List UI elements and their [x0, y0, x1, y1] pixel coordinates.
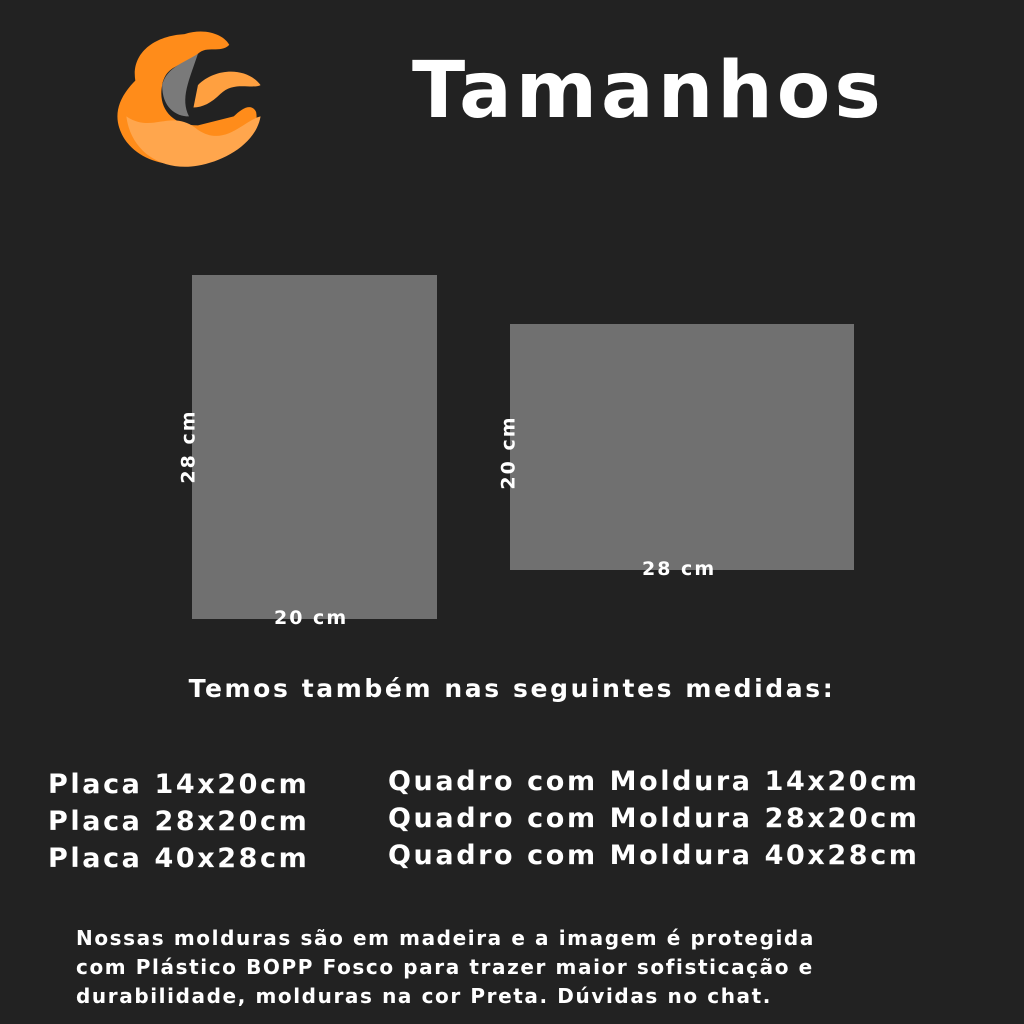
frame-landscape	[510, 324, 854, 570]
page-title: Tamanhos	[412, 46, 885, 136]
quadro-list: Quadro com Moldura 14x20cm Quadro com Mo…	[388, 763, 920, 874]
list-item: Quadro com Moldura 40x28cm	[388, 840, 920, 871]
logo-icon	[96, 18, 282, 188]
list-item: Quadro com Moldura 28x20cm	[388, 803, 920, 834]
note-line: com Plástico BOPP Fosco para trazer maio…	[76, 955, 814, 979]
placa-list: Placa 14x20cm Placa 28x20cm Placa 40x28c…	[48, 766, 309, 877]
note-line: durabilidade, molduras na cor Preta. Dúv…	[76, 984, 772, 1008]
note-line: Nossas molduras são em madeira e a image…	[76, 926, 815, 950]
list-item: Quadro com Moldura 14x20cm	[388, 766, 920, 797]
list-item: Placa 40x28cm	[48, 843, 310, 874]
landscape-width-label: 28 cm	[642, 558, 717, 580]
subtitle: Temos também nas seguintes medidas:	[188, 674, 836, 703]
list-item: Placa 14x20cm	[48, 769, 310, 800]
portrait-width-label: 20 cm	[274, 607, 349, 629]
frame-portrait	[192, 275, 437, 619]
landscape-height-label: 20 cm	[497, 415, 520, 490]
description-note: Nossas molduras são em madeira e a image…	[76, 924, 976, 1011]
portrait-height-label: 28 cm	[177, 409, 200, 484]
list-item: Placa 28x20cm	[48, 806, 310, 837]
